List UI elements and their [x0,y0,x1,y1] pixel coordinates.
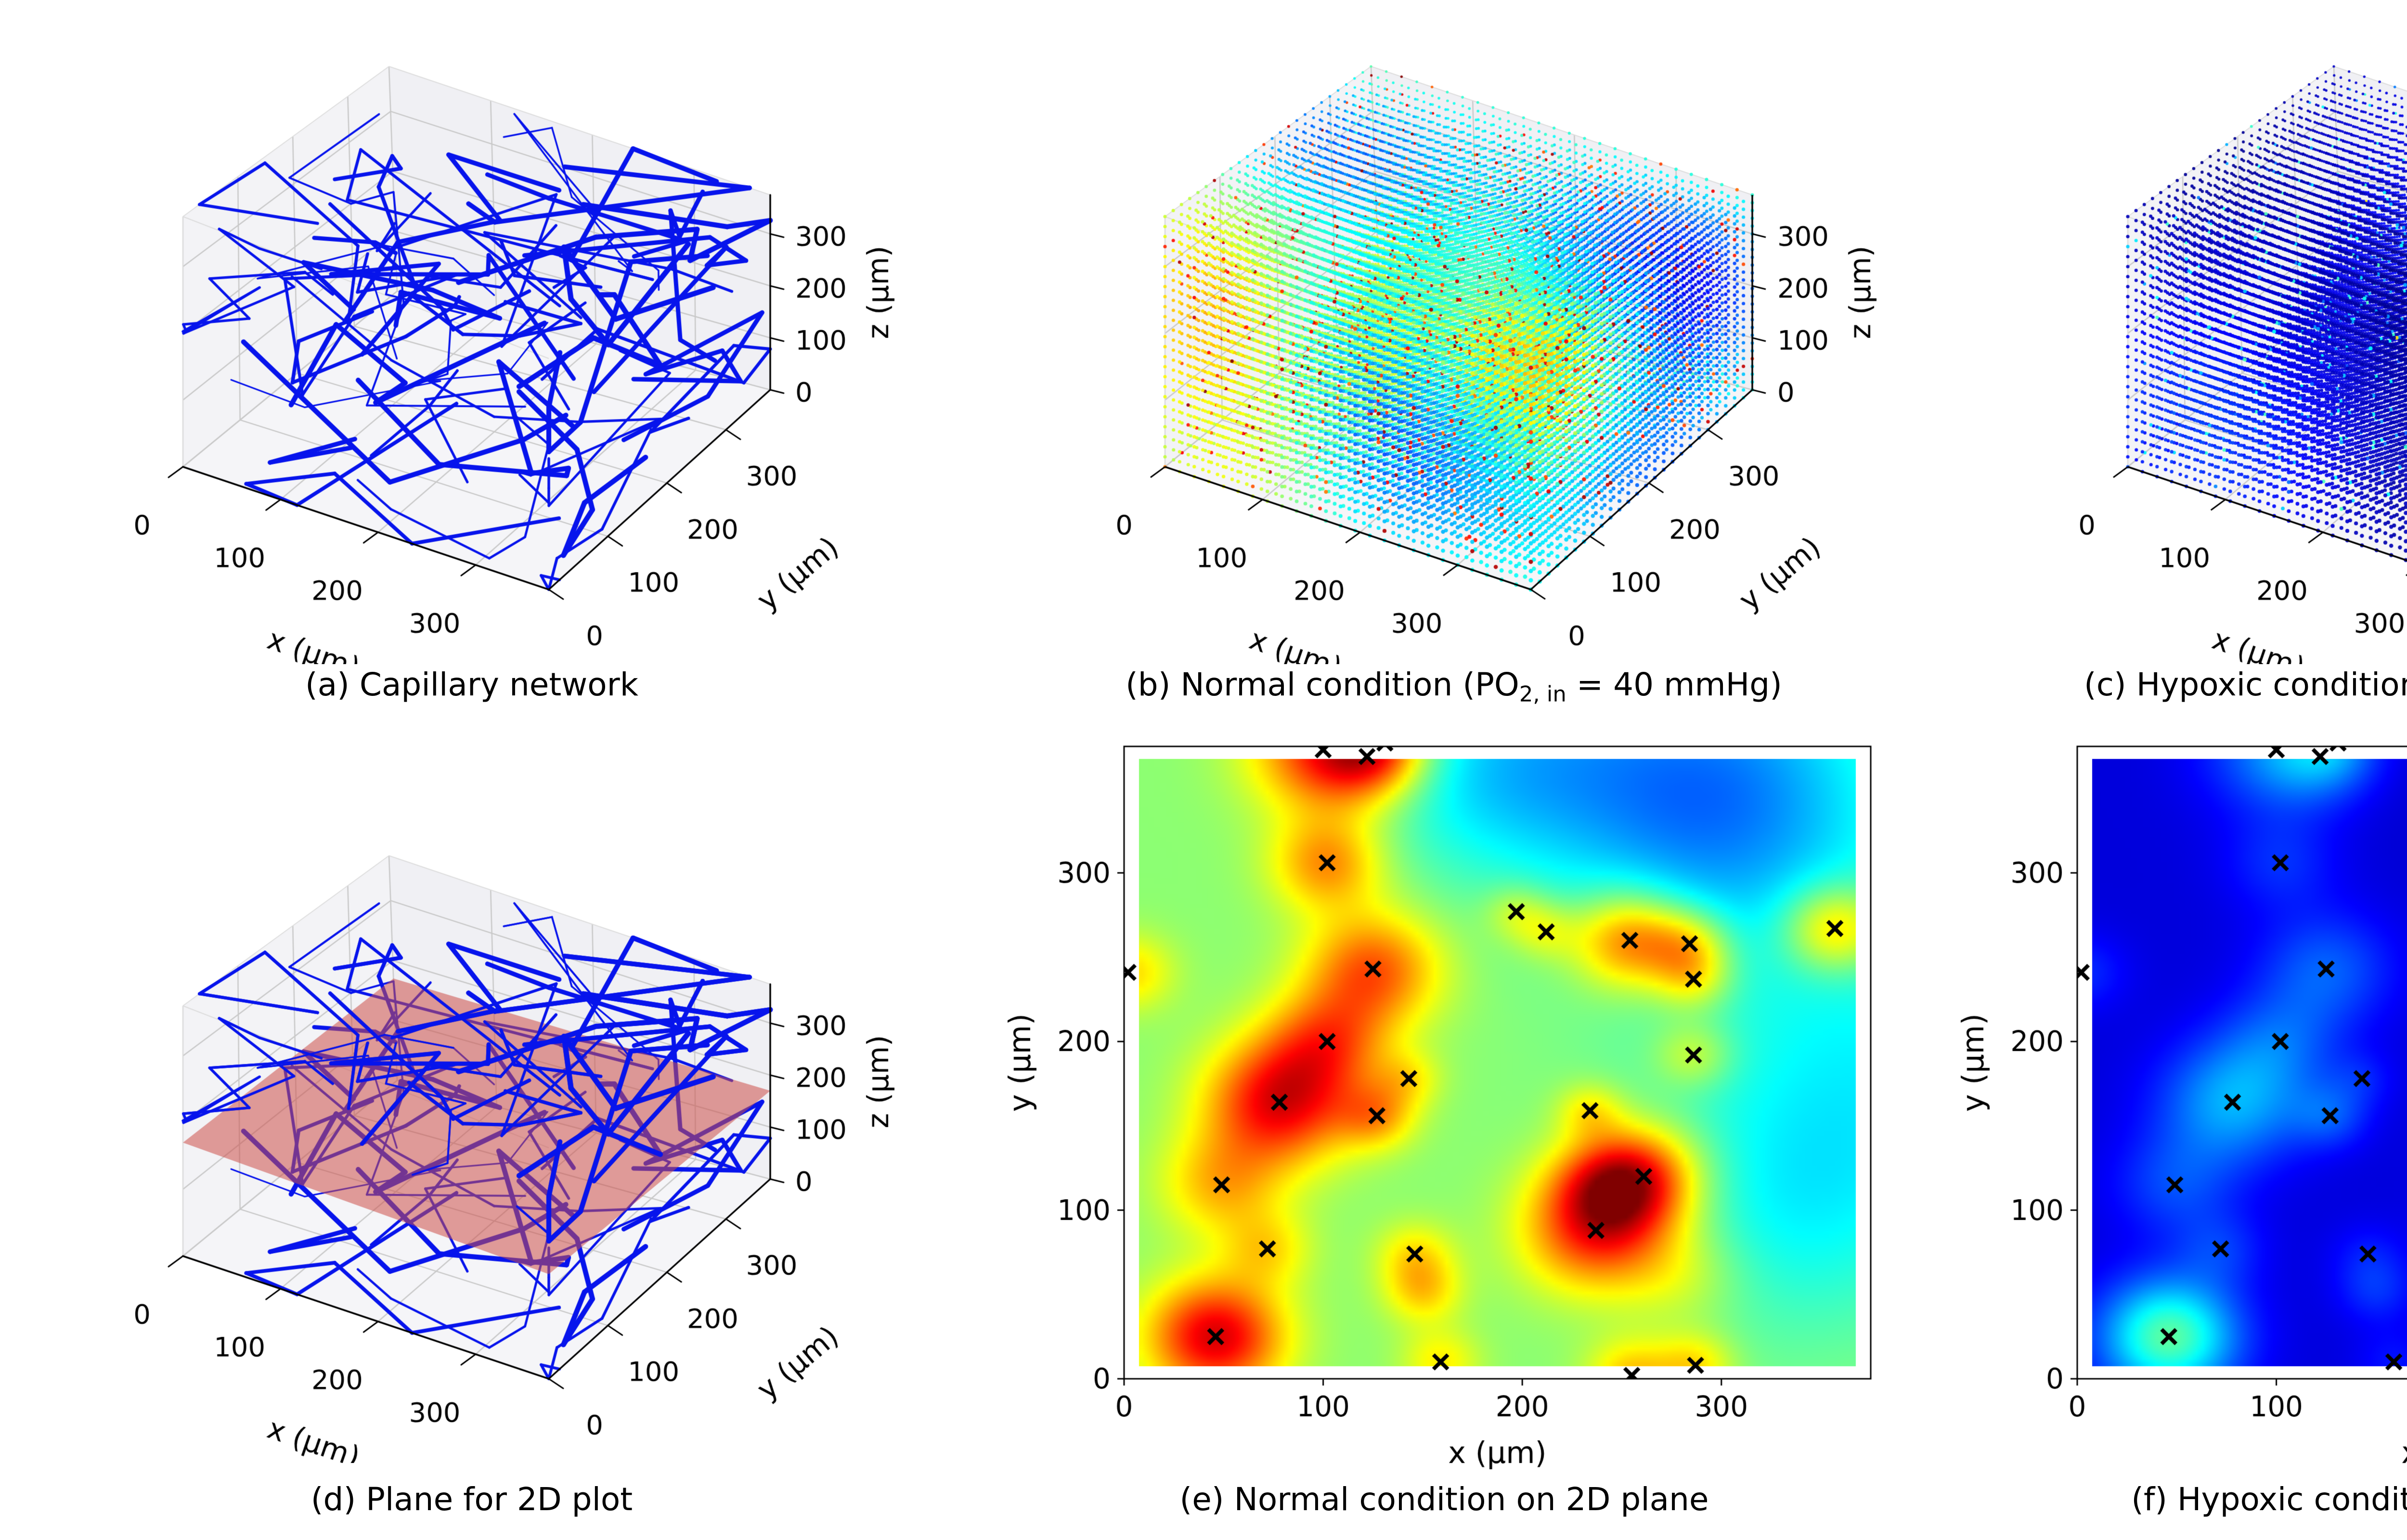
caption-b: (b) Normal condition (PO2, in = 40 mmHg) [1126,666,1782,707]
caption-e: (e) Normal condition on 2D plane [982,1481,1906,1521]
caption-a: (a) Capillary network [39,667,905,706]
panel-a-capillary-network-3d [39,10,905,664]
panel-d-plane-3d [39,751,905,1463]
caption-c-text: (c) Hypoxic condition (PO [2083,666,2407,703]
panel-b-normal-scatter-3d [1021,10,1887,664]
panel-e-normal-heatmap [982,722,1906,1473]
panel-f-hypoxic-heatmap [1935,722,2407,1473]
caption-f: (f) Hypoxic condition on 2D plane [1935,1481,2407,1521]
caption-a-text: (a) Capillary network [305,666,638,703]
caption-c: (c) Hypoxic condition (PO2, in = 20 mmHg… [1983,667,2407,706]
caption-b-text: (b) Normal condition (PO [1126,666,1519,703]
caption-e-text: (e) Normal condition on 2D plane [1179,1481,1709,1518]
caption-f-text: (f) Hypoxic condition on 2D plane [2131,1481,2407,1518]
caption-d: (d) Plane for 2D plot [39,1481,905,1521]
panel-c-hypoxic-scatter-3d [1983,10,2407,664]
caption-d-text: (d) Plane for 2D plot [311,1481,633,1518]
